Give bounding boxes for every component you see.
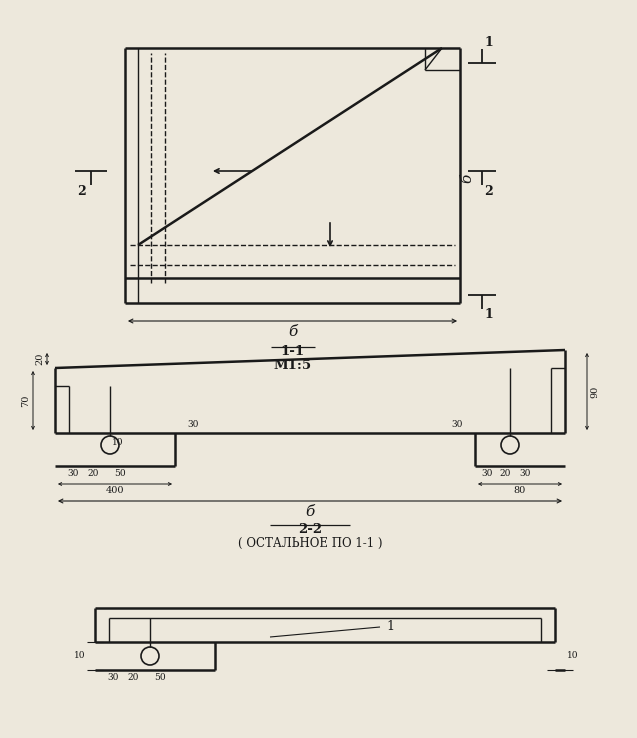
Text: 30: 30 [187, 420, 199, 429]
Text: 30: 30 [107, 673, 118, 682]
Text: 1: 1 [484, 36, 493, 49]
Text: 30: 30 [519, 469, 531, 478]
Text: б: б [288, 325, 297, 339]
Text: 1: 1 [484, 308, 493, 321]
Text: 20: 20 [35, 353, 44, 365]
Text: 20: 20 [499, 469, 511, 478]
Text: ( ОСТАЛЬНОЕ ПО 1-1 ): ( ОСТАЛЬНОЕ ПО 1-1 ) [238, 537, 382, 550]
Text: 2: 2 [77, 185, 86, 198]
Text: 2-2: 2-2 [298, 523, 322, 536]
Text: 50: 50 [154, 673, 166, 682]
Text: 20: 20 [127, 673, 139, 682]
Text: 30: 30 [451, 420, 462, 429]
Text: 1-1: 1-1 [280, 345, 304, 358]
Text: 80: 80 [514, 486, 526, 495]
Text: 90: 90 [590, 385, 599, 398]
Text: б: б [305, 505, 315, 519]
Text: 20: 20 [87, 469, 99, 478]
Text: 10: 10 [567, 652, 578, 661]
Text: 10: 10 [112, 438, 124, 447]
Text: б: б [460, 173, 474, 182]
Text: 400: 400 [106, 486, 124, 495]
Text: 2: 2 [484, 185, 493, 198]
Text: М1:5: М1:5 [273, 359, 311, 372]
Text: 50: 50 [114, 469, 126, 478]
Text: 70: 70 [21, 394, 30, 407]
Text: 30: 30 [482, 469, 492, 478]
Text: 10: 10 [73, 652, 85, 661]
Text: 1: 1 [386, 621, 394, 633]
Text: 30: 30 [68, 469, 79, 478]
